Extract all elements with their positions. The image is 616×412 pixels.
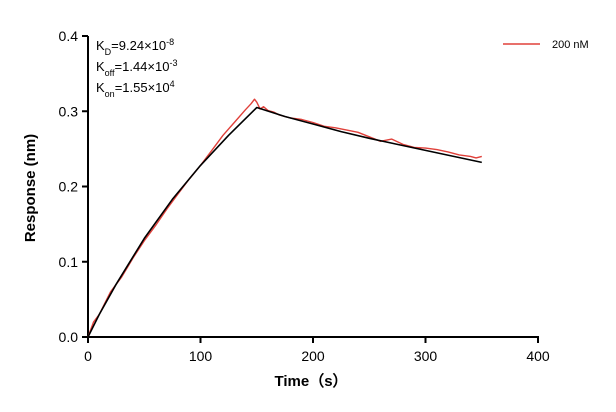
y-tick-label: 0.0	[59, 329, 79, 345]
kinetic-constant-D: KD=9.24×10-8	[96, 37, 174, 57]
constant-symbol: K	[96, 80, 105, 95]
y-axis-title: Response (nm)	[22, 134, 39, 242]
y-tick-label: 0.4	[59, 28, 79, 44]
x-tick-label: 200	[301, 348, 325, 364]
y-tick-label: 0.3	[59, 103, 79, 119]
y-tick-label: 0.2	[59, 179, 79, 195]
constant-subscript: on	[105, 89, 115, 99]
series-line-measured	[87, 98, 482, 338]
constant-subscript: off	[105, 68, 115, 78]
constant-value: =1.44×10	[115, 59, 170, 74]
x-tick-label: 100	[189, 348, 213, 364]
constant-subscript: D	[105, 47, 112, 57]
series-line-fit	[87, 106, 482, 338]
y-tick-label: 0.1	[59, 254, 79, 270]
ticks: 0 100 200 300 400 0.0 0.1 0.2 0.3 0.4	[59, 28, 550, 364]
constant-value: =1.55×10	[115, 80, 170, 95]
kinetic-constant-on: Kon=1.55×104	[96, 79, 175, 99]
x-tick-label: 400	[526, 348, 550, 364]
constant-value: =9.24×10	[111, 38, 166, 53]
x-tick-label: 300	[414, 348, 438, 364]
legend-label: 200 nM	[552, 39, 589, 51]
constant-symbol: K	[96, 38, 105, 53]
constant-symbol: K	[96, 59, 105, 74]
kinetic-constant-off: Koff=1.44×10-3	[96, 58, 177, 78]
series-group	[87, 98, 482, 338]
legend: 200 nM	[503, 39, 589, 51]
x-tick-label: 0	[84, 348, 92, 364]
constant-exponent: -3	[169, 58, 177, 68]
constant-exponent: 4	[170, 79, 175, 89]
constant-exponent: -8	[166, 37, 174, 47]
x-axis-title: Time（s）	[274, 372, 347, 390]
